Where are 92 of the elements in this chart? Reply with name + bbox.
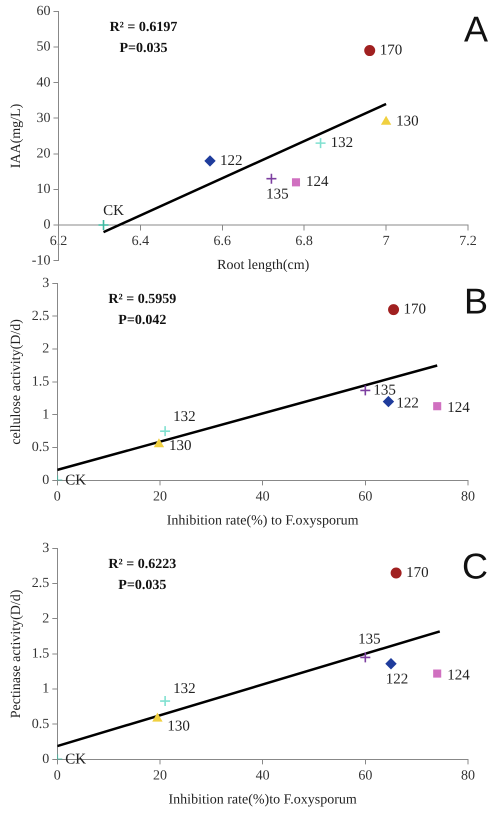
annotation: R² = 0.6223 <box>108 557 176 572</box>
y-tick-label: 0.5 <box>32 440 50 456</box>
series-label: 124 <box>447 668 470 684</box>
series-label: 132 <box>173 680 196 697</box>
x-axis-title: Inhibition rate(%) to F.oxysporum <box>166 513 359 528</box>
y-axis-title: Pectinase activity(D/d) <box>9 589 24 718</box>
series-label: 124 <box>306 174 329 190</box>
series-label: 130 <box>168 438 192 454</box>
y-tick-label: 40 <box>36 75 50 90</box>
point <box>159 695 171 707</box>
x-tick-label: 80 <box>461 489 475 504</box>
series-label: 130 <box>167 718 190 735</box>
point <box>98 219 110 231</box>
point <box>360 384 372 396</box>
y-tick-label: 3 <box>42 541 50 556</box>
point <box>360 652 372 664</box>
series-label: 132 <box>330 135 354 152</box>
y-tick-label: 3 <box>42 276 50 292</box>
y-tick-label: 1.5 <box>32 646 50 662</box>
point <box>292 178 300 186</box>
y-tick-label: 50 <box>36 40 50 55</box>
series-label: 170 <box>404 302 426 318</box>
chart-title: A <box>464 8 488 50</box>
y-tick-label: 1 <box>42 407 50 422</box>
x-tick-label: 20 <box>152 768 167 784</box>
point <box>390 568 402 579</box>
series-label: 122 <box>386 672 408 688</box>
series-label: 135 <box>266 186 289 203</box>
x-tick-label: 60 <box>358 768 372 784</box>
x-tick-label: 7.2 <box>459 234 477 250</box>
y-axis-title: cellulose activity(D/d) <box>9 318 24 445</box>
point <box>364 45 376 56</box>
annotation: R² = 0.5959 <box>108 292 176 308</box>
chart-title: B <box>464 280 488 322</box>
x-tick-label: 40 <box>256 768 270 784</box>
annotation: R² = 0.6197 <box>110 20 178 36</box>
y-tick-label: 20 <box>36 146 50 162</box>
point <box>266 172 278 185</box>
point <box>204 155 216 166</box>
y-tick-label: 2.5 <box>32 308 50 324</box>
y-tick-label: 30 <box>36 110 50 126</box>
series-label: 135 <box>358 631 381 648</box>
series-label: CK <box>103 202 124 219</box>
x-tick-label: 7 <box>382 234 390 250</box>
y-tick-label: 10 <box>36 182 50 198</box>
series-label: CK <box>65 472 86 488</box>
annotation: P=0.035 <box>119 41 168 56</box>
point <box>388 304 400 316</box>
series-label: CK <box>65 751 86 768</box>
chart-title: C <box>462 545 488 586</box>
x-tick-label: 40 <box>256 489 270 504</box>
x-tick-label: 0 <box>54 489 61 504</box>
point <box>159 425 171 437</box>
series-label: 170 <box>380 42 402 58</box>
series-label: 122 <box>396 396 419 412</box>
x-tick-label: 6.8 <box>295 234 313 250</box>
series-label: 132 <box>173 409 196 426</box>
point <box>154 438 164 448</box>
y-tick-label: 0 <box>42 752 50 768</box>
point <box>385 658 396 670</box>
y-tick-label: 0.5 <box>32 716 50 732</box>
x-tick-label: 6.6 <box>214 234 232 250</box>
y-tick-label: 1.5 <box>32 374 50 390</box>
y-tick-label: 2.5 <box>32 576 50 592</box>
y-tick-label: 2 <box>42 342 50 357</box>
point <box>314 137 326 149</box>
series-label: 124 <box>447 400 470 416</box>
point <box>382 396 394 408</box>
series-label: 122 <box>220 152 242 169</box>
y-tick-label: 0 <box>43 218 50 233</box>
point <box>381 116 391 125</box>
x-tick-label: 20 <box>152 489 167 504</box>
annotation: P=0.035 <box>118 578 166 594</box>
point <box>433 402 442 410</box>
y-tick-label: 1 <box>42 682 50 697</box>
series-label: 130 <box>396 114 419 130</box>
x-tick-label: 0 <box>54 768 61 784</box>
series-label: 135 <box>373 382 396 398</box>
x-tick-label: 80 <box>461 768 475 784</box>
x-tick-label: 6.4 <box>132 234 150 250</box>
y-tick-label: -10 <box>32 253 50 268</box>
y-tick-label: 60 <box>36 4 50 20</box>
y-axis-title: IAA(mg/L) <box>9 103 24 168</box>
x-axis-title: Inhibition rate(%)to F.oxysporum <box>168 792 357 808</box>
point <box>433 670 442 678</box>
x-tick-label: 60 <box>358 489 372 504</box>
x-axis-title: Root length(cm) <box>217 258 310 273</box>
annotation: P=0.042 <box>118 313 166 328</box>
y-tick-label: 2 <box>42 611 50 626</box>
series-label: 170 <box>406 564 429 581</box>
y-tick-label: 0 <box>42 473 50 488</box>
point <box>152 713 162 722</box>
